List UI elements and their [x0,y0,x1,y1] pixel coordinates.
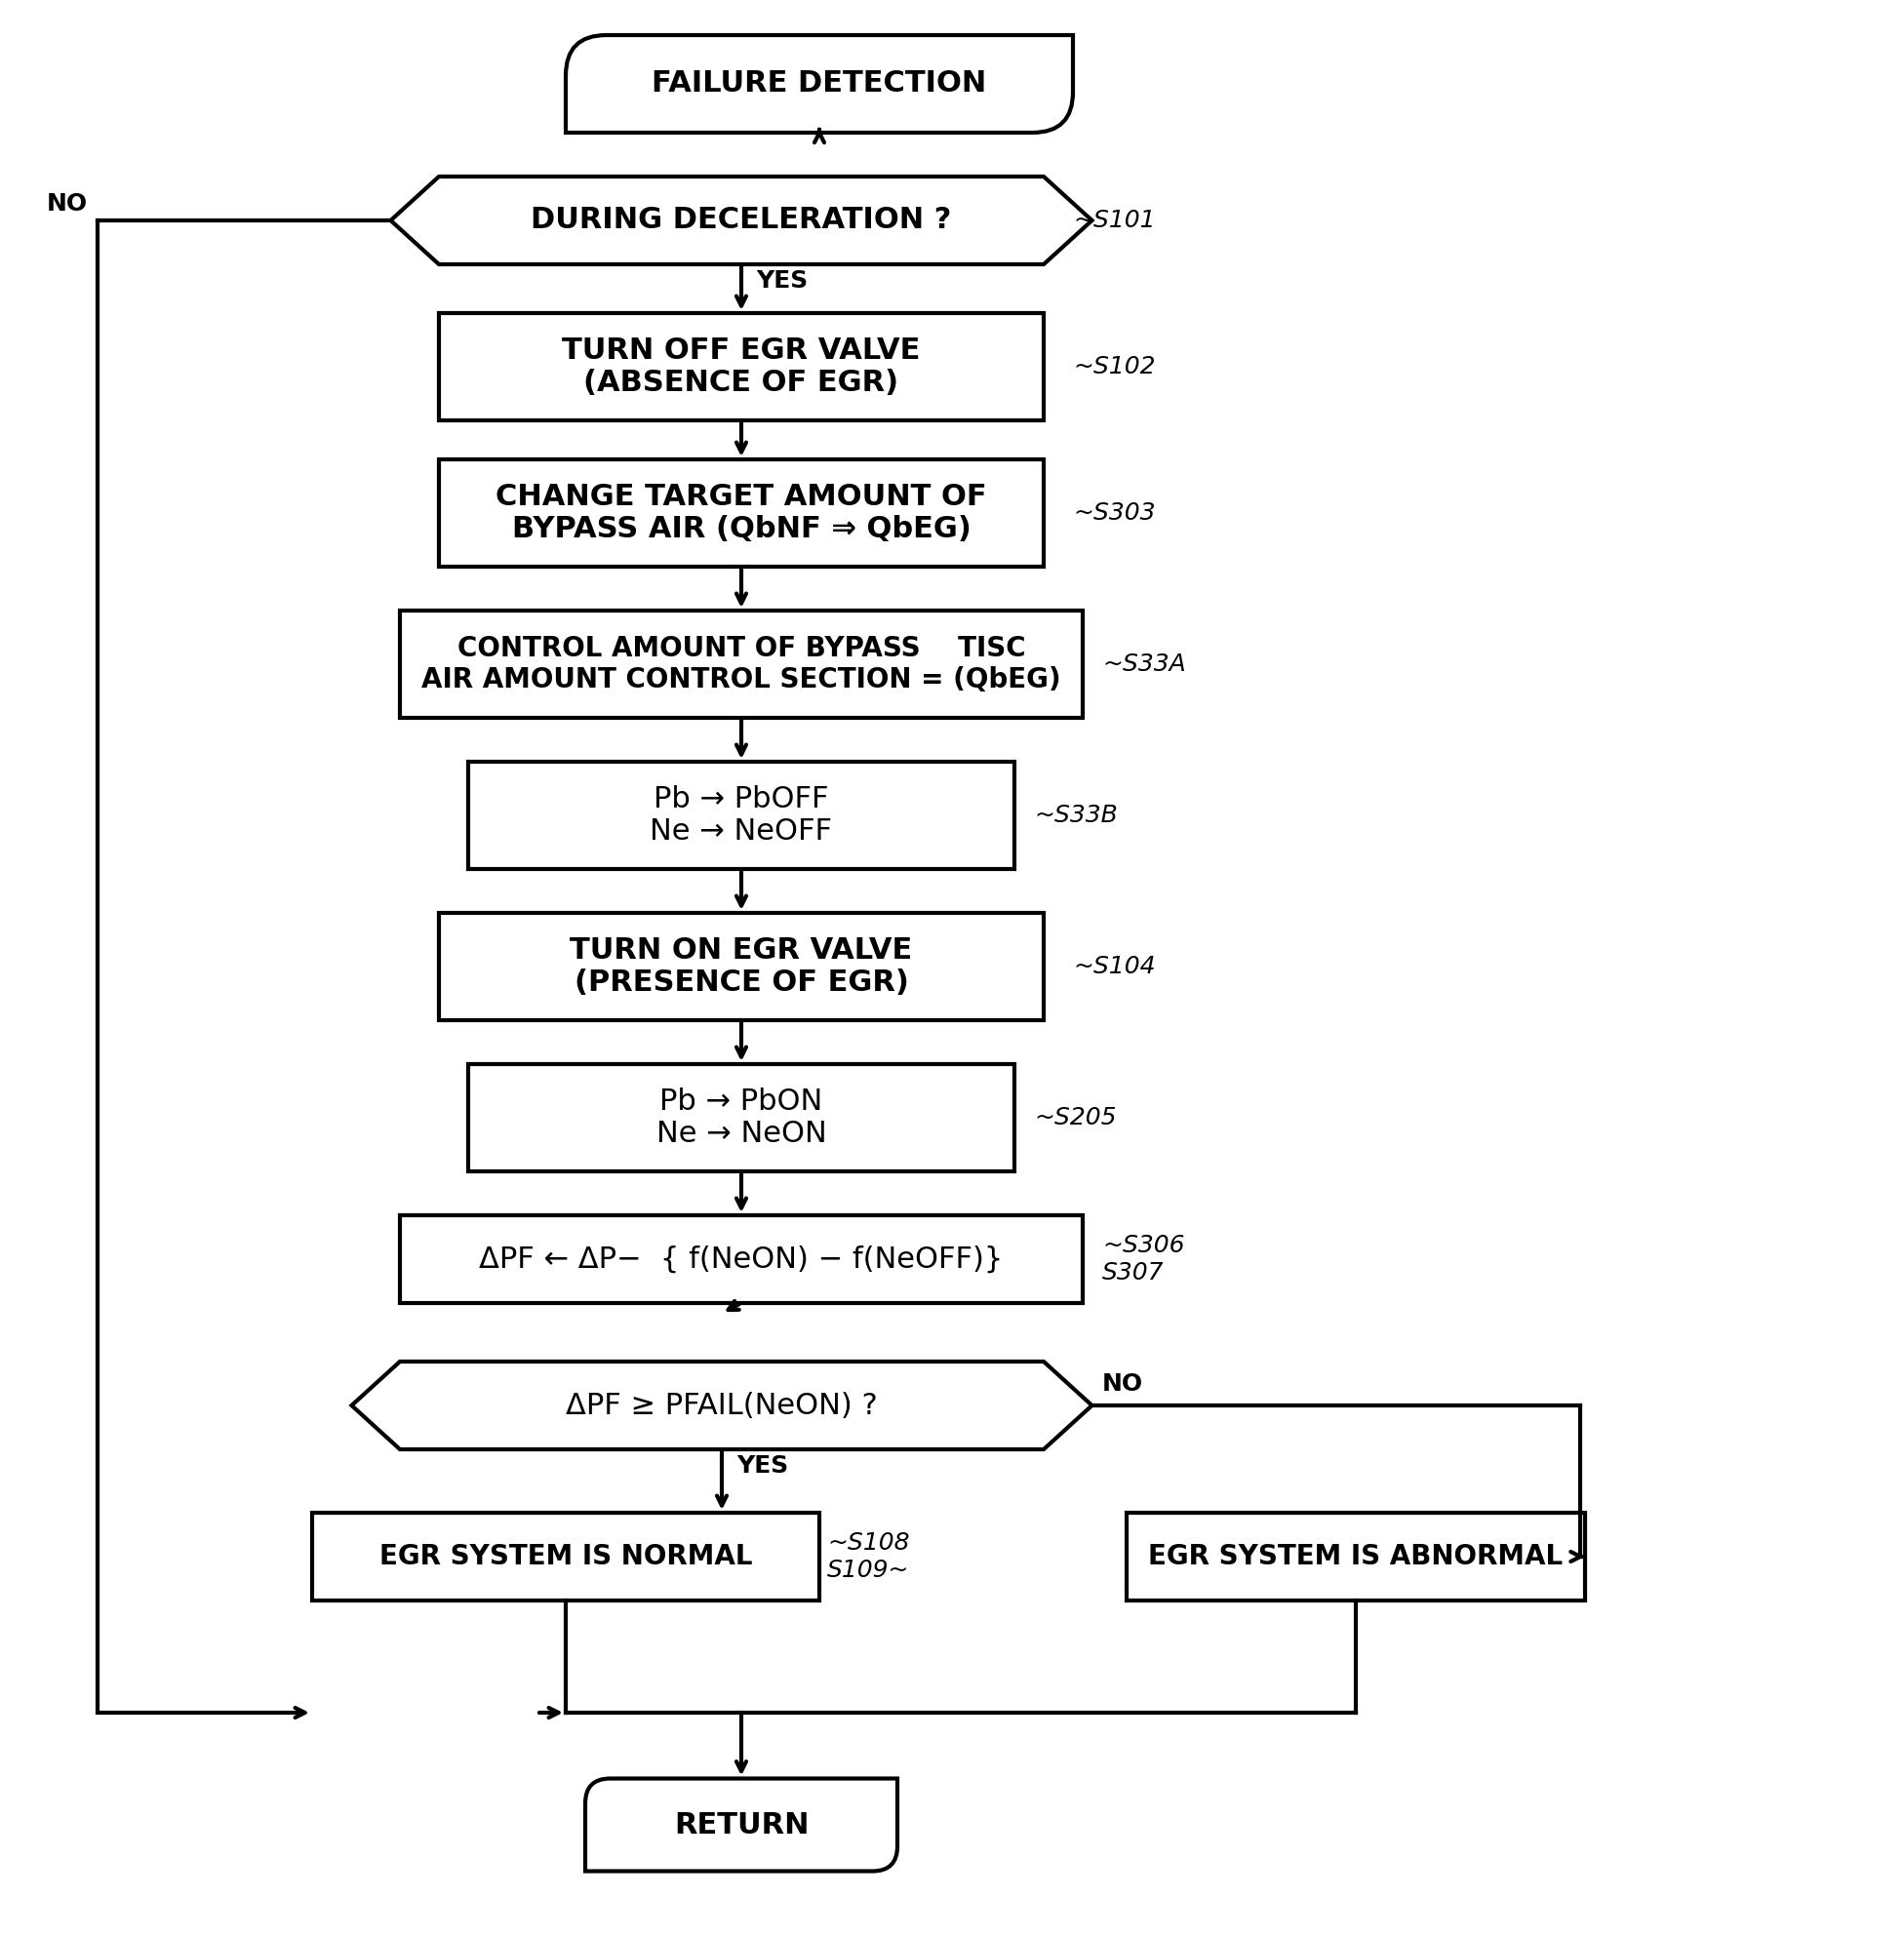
Bar [440,912,1043,1021]
Text: YES: YES [756,269,807,292]
Polygon shape [390,176,1093,263]
Text: EGR SYSTEM IS ABNORMAL: EGR SYSTEM IS ABNORMAL [1148,1544,1563,1571]
Text: TURN ON EGR VALVE
(PRESENCE OF EGR): TURN ON EGR VALVE (PRESENCE OF EGR) [569,936,912,998]
Bar [312,1513,819,1600]
Bar [400,610,1083,719]
PathPatch shape [585,1778,897,1871]
Text: Pb → PbOFF
Ne → NeOFF: Pb → PbOFF Ne → NeOFF [649,784,832,846]
Bar [468,761,1015,870]
Bar [1127,1513,1584,1600]
Text: ~S101: ~S101 [1074,209,1156,232]
Text: NO: NO [1102,1371,1142,1397]
Bar [440,314,1043,420]
Text: ~S102: ~S102 [1074,354,1156,378]
Text: RETURN: RETURN [674,1811,809,1838]
Text: FAILURE DETECTION: FAILURE DETECTION [651,70,986,99]
Text: ~S303: ~S303 [1074,502,1156,525]
Bar [400,1214,1083,1304]
Text: ~S306
S307: ~S306 S307 [1102,1234,1184,1284]
Text: DURING DECELERATION ?: DURING DECELERATION ? [531,205,952,234]
Text: ~S33B: ~S33B [1034,804,1118,827]
Text: CONTROL AMOUNT OF BYPASS    TISC
AIR AMOUNT CONTROL SECTION = (QbEG): CONTROL AMOUNT OF BYPASS TISC AIR AMOUNT… [421,635,1061,693]
Text: ΔPF ← ΔP−  { f(NeON) − f(NeOFF)}: ΔPF ← ΔP− { f(NeON) − f(NeOFF)} [480,1245,1003,1273]
Bar [440,459,1043,568]
Text: ΔPF ≥ PFAIL(NeON) ?: ΔPF ≥ PFAIL(NeON) ? [565,1391,878,1420]
Polygon shape [352,1362,1093,1449]
Text: NO: NO [48,192,88,215]
Text: YES: YES [737,1455,788,1478]
Text: CHANGE TARGET AMOUNT OF
BYPASS AIR (QbNF ⇒ QbEG): CHANGE TARGET AMOUNT OF BYPASS AIR (QbNF… [495,482,986,544]
Bar [468,1063,1015,1172]
Text: ~S104: ~S104 [1074,955,1156,978]
Text: TURN OFF EGR VALVE
(ABSENCE OF EGR): TURN OFF EGR VALVE (ABSENCE OF EGR) [562,337,920,397]
Text: EGR SYSTEM IS NORMAL: EGR SYSTEM IS NORMAL [379,1544,752,1571]
Text: ~S108
S109~: ~S108 S109~ [826,1532,910,1583]
Text: ~S33A: ~S33A [1102,653,1186,676]
PathPatch shape [565,35,1074,132]
Text: Pb → PbON
Ne → NeON: Pb → PbON Ne → NeON [657,1087,826,1149]
Text: ~S205: ~S205 [1034,1106,1116,1129]
